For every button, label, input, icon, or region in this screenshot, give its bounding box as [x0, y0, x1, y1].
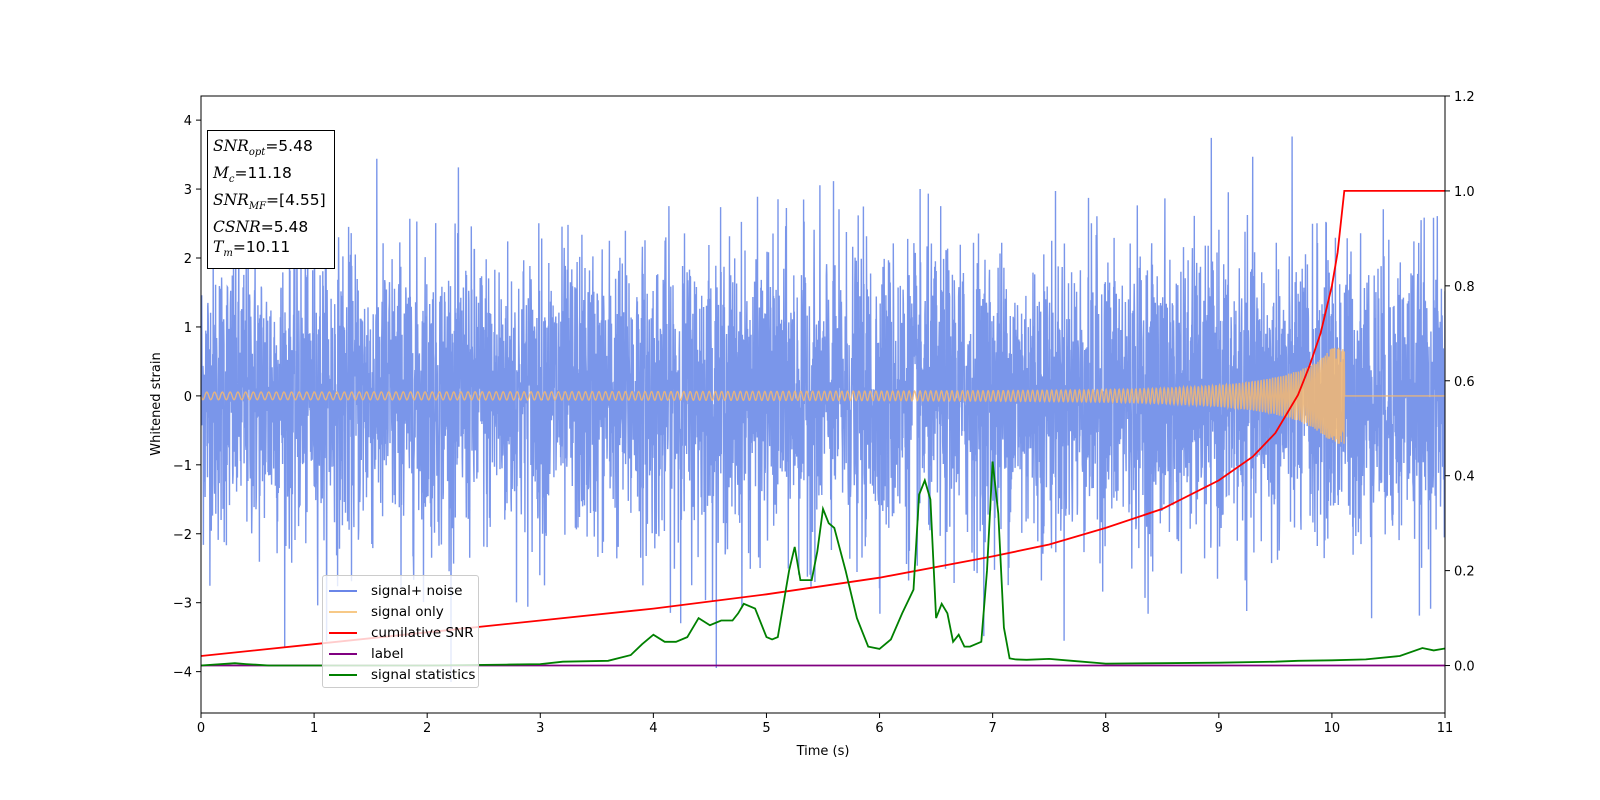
y2-tick-label: 0.2	[1454, 565, 1475, 580]
y2-tick-label: 1.2	[1454, 90, 1475, 105]
x-tick-label: 7	[988, 721, 996, 736]
legend-label: signal+ noise	[371, 582, 463, 599]
y-axis-label: Whitened strain	[149, 352, 164, 455]
x-tick-label: 8	[1102, 721, 1110, 736]
legend-item: label	[329, 643, 472, 664]
y-tick-label: 2	[184, 252, 192, 267]
y2-tick-label: 0.4	[1454, 470, 1475, 485]
stats-annotation-box: SNRopt=5.48 Mc=11.18 SNRMF=[4.55] CSNR=5…	[207, 130, 335, 270]
snr-opt-row: SNRopt=5.48	[213, 137, 313, 159]
legend-item: signal statistics	[329, 664, 476, 685]
legend-label: signal only	[371, 603, 444, 620]
x-tick-label: 2	[423, 721, 431, 736]
legend-swatch	[329, 589, 357, 592]
y2-tick-label: 0.0	[1454, 660, 1475, 675]
legend-swatch	[329, 673, 357, 676]
x-tick-label: 11	[1437, 721, 1454, 736]
csnr-row: CSNR=5.48	[213, 218, 309, 237]
tm-row: Tm=10.11	[213, 238, 291, 260]
y2-tick-label: 0.6	[1454, 375, 1475, 390]
y-tick-label: −4	[173, 666, 192, 681]
legend-swatch	[329, 631, 357, 634]
plot-frame	[200, 95, 1446, 714]
legend-item: signal+ noise	[329, 580, 472, 601]
x-axis-label: Time (s)	[796, 744, 850, 759]
y-tick-label: 0	[184, 390, 192, 405]
legend-label: signal statistics	[371, 666, 476, 683]
x-tick-label: 9	[1215, 721, 1223, 736]
y-tick-label: 3	[184, 183, 192, 198]
legend-label: cumilative SNR	[371, 624, 474, 641]
y-tick-label: −2	[173, 528, 192, 543]
y2-tick-label: 0.8	[1454, 280, 1475, 295]
y-tick-label: −1	[173, 459, 192, 474]
series-signal-only-line	[201, 347, 1445, 444]
y2-tick-label: 1.0	[1454, 185, 1475, 200]
snr-mf-row: SNRMF=[4.55]	[213, 191, 326, 213]
series-signal-statistics-line	[201, 461, 1445, 667]
x-tick-label: 6	[875, 721, 883, 736]
mc-row: Mc=11.18	[213, 164, 292, 186]
legend-swatch	[329, 610, 357, 613]
legend: signal+ noise signal only cumilative SNR…	[322, 575, 479, 688]
x-tick-label: 4	[649, 721, 657, 736]
legend-label: label	[371, 645, 404, 662]
y-tick-label: −3	[173, 597, 192, 612]
x-tick-label: 0	[197, 721, 205, 736]
x-tick-label: 5	[762, 721, 770, 736]
y-tick-label: 1	[184, 321, 192, 336]
x-tick-label: 10	[1324, 721, 1341, 736]
x-tick-label: 1	[310, 721, 318, 736]
x-tick-label: 3	[536, 721, 544, 736]
axes: 0 1 2 3 4 5 6 7 8 9 10 1143210−1−2−3−41.21.00.80.60…	[173, 90, 1475, 736]
legend-item: signal only	[329, 601, 472, 622]
series-cumulative-snr-line	[201, 190, 1445, 657]
y-tick-label: 4	[184, 114, 192, 129]
legend-swatch	[329, 652, 357, 655]
legend-item: cumilative SNR	[329, 622, 474, 643]
